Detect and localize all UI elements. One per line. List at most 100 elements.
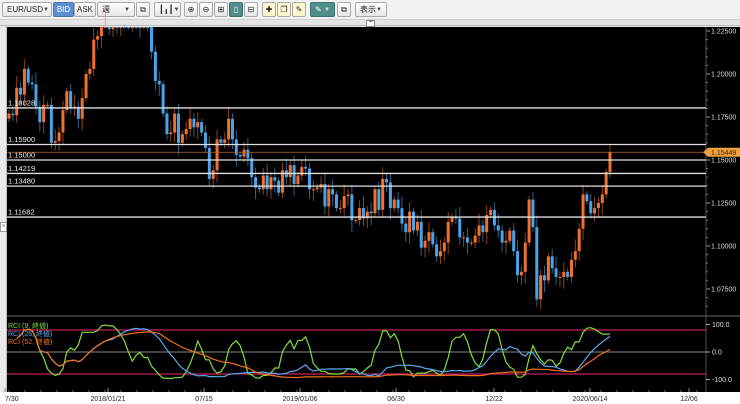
candle-down <box>496 225 500 231</box>
candle-up <box>65 91 69 111</box>
candle-down <box>250 158 254 178</box>
candle-down <box>404 223 408 233</box>
price-tick-label: 1.07500 <box>711 287 736 294</box>
expand-panel-button[interactable]: » <box>0 222 7 232</box>
candle-down <box>30 82 34 85</box>
left-scrollbar[interactable] <box>0 26 7 392</box>
candle-down <box>230 118 234 140</box>
candle-up <box>288 165 292 178</box>
candle-down <box>481 225 485 233</box>
candle-down <box>203 132 207 148</box>
rci-line-9 <box>16 324 610 380</box>
time-tick-label: 7/30 <box>5 396 19 403</box>
candle-down <box>192 118 196 128</box>
candle-up <box>7 113 11 119</box>
zoom-in-button[interactable]: ⊕ <box>184 2 198 17</box>
candle-up <box>130 27 134 28</box>
candle-down <box>419 221 423 248</box>
candle-down <box>543 275 547 281</box>
candle-down <box>566 271 570 277</box>
candle-down <box>431 232 435 245</box>
candle-up <box>311 189 315 191</box>
candle-up <box>527 199 531 243</box>
candle-up <box>196 122 200 128</box>
candle-up <box>408 211 412 233</box>
candle-up <box>84 74 88 99</box>
edit-drawing-icon: ✎ <box>295 5 303 14</box>
candle-down <box>219 139 223 143</box>
display-menu-button[interactable]: 表示 ▼ <box>355 2 387 17</box>
candle-up <box>88 68 92 74</box>
ask-button[interactable]: ASK <box>74 2 96 17</box>
collapse-button[interactable]: − <box>366 19 375 27</box>
panel-right-icon: ▯ <box>233 5 239 14</box>
timeframe-select[interactable]: 週 ▼ <box>97 2 135 17</box>
horizontal-line-label: 1.13480 <box>8 177 35 186</box>
time-tick-label: 07/15 <box>195 396 213 403</box>
candle-down <box>554 268 558 277</box>
new-drawing-button[interactable]: ✚ <box>262 2 276 17</box>
rci-tick-label: 0.0 <box>712 350 722 357</box>
fit-button[interactable]: ⊞ <box>214 2 228 17</box>
drawing-list-button[interactable]: ❐ <box>277 2 291 17</box>
bid-button[interactable]: BID <box>53 2 74 17</box>
candle-up <box>508 230 512 241</box>
horizontal-line-label: 1.11682 <box>8 208 35 217</box>
candle-up <box>381 178 385 210</box>
price-tick-label: 1.12500 <box>711 201 736 208</box>
zoom-out-button[interactable]: ⊖ <box>199 2 213 17</box>
detach-window-icon: ⧉ <box>341 4 347 14</box>
candle-up <box>15 87 19 116</box>
copy-button[interactable]: ⧉ <box>136 2 150 17</box>
rci-tick-label: 100.0 <box>712 322 730 329</box>
symbol-select[interactable]: EUR/USD ▼ <box>2 2 52 17</box>
candle-up <box>569 259 573 277</box>
candle-up <box>442 242 446 252</box>
edit-drawing-button[interactable]: ✎ <box>292 2 306 17</box>
copy-icon: ⧉ <box>140 4 146 14</box>
candle-down <box>377 189 381 210</box>
candle-up <box>342 196 346 209</box>
candle-up <box>96 36 100 40</box>
candle-up <box>392 199 396 209</box>
candle-down <box>400 208 404 224</box>
candle-down <box>126 27 130 28</box>
panel-right-button[interactable]: ▯ <box>229 2 243 17</box>
candle-up <box>315 187 319 190</box>
candle-down <box>585 194 589 202</box>
candle-up <box>346 194 350 197</box>
candle-up <box>358 208 362 221</box>
candle-up <box>184 129 188 135</box>
candle-up <box>427 232 431 241</box>
candle-down <box>512 230 516 252</box>
candle-down <box>257 187 261 190</box>
candle-down <box>435 244 439 257</box>
pen-select[interactable]: ✎ ▼ <box>310 2 335 17</box>
detach-window-button[interactable]: ⧉ <box>337 2 351 17</box>
candle-up <box>261 175 265 190</box>
chart-type-select[interactable]: ┃╻┃ ▼ <box>154 2 181 17</box>
current-price-label: 1.15449 <box>711 150 736 157</box>
candle-up <box>581 194 585 229</box>
horizontal-line-label: 1.15900 <box>8 135 35 144</box>
symbol-value: EUR/USD <box>7 5 44 14</box>
candle-down <box>150 27 154 52</box>
candle-up <box>296 175 300 185</box>
candle-down <box>238 154 242 157</box>
panel-bottom-button[interactable]: ⊟ <box>244 2 258 17</box>
time-tick-label: 12/22 <box>485 396 503 403</box>
candle-down <box>550 256 554 269</box>
candle-up <box>485 215 489 233</box>
horizontal-line-label: 1.15000 <box>8 151 35 160</box>
candle-down <box>165 113 169 135</box>
candle-down <box>138 27 142 28</box>
pane-divider <box>7 315 740 317</box>
time-tick-label: 12/06 <box>680 396 698 403</box>
zoom-out-icon: ⊖ <box>202 5 210 14</box>
candle-down <box>265 175 269 190</box>
price-tick-label: 1.15000 <box>711 158 736 165</box>
chevron-down-icon: ▼ <box>376 6 382 13</box>
candle-down <box>146 27 150 28</box>
candle-down <box>34 84 38 107</box>
